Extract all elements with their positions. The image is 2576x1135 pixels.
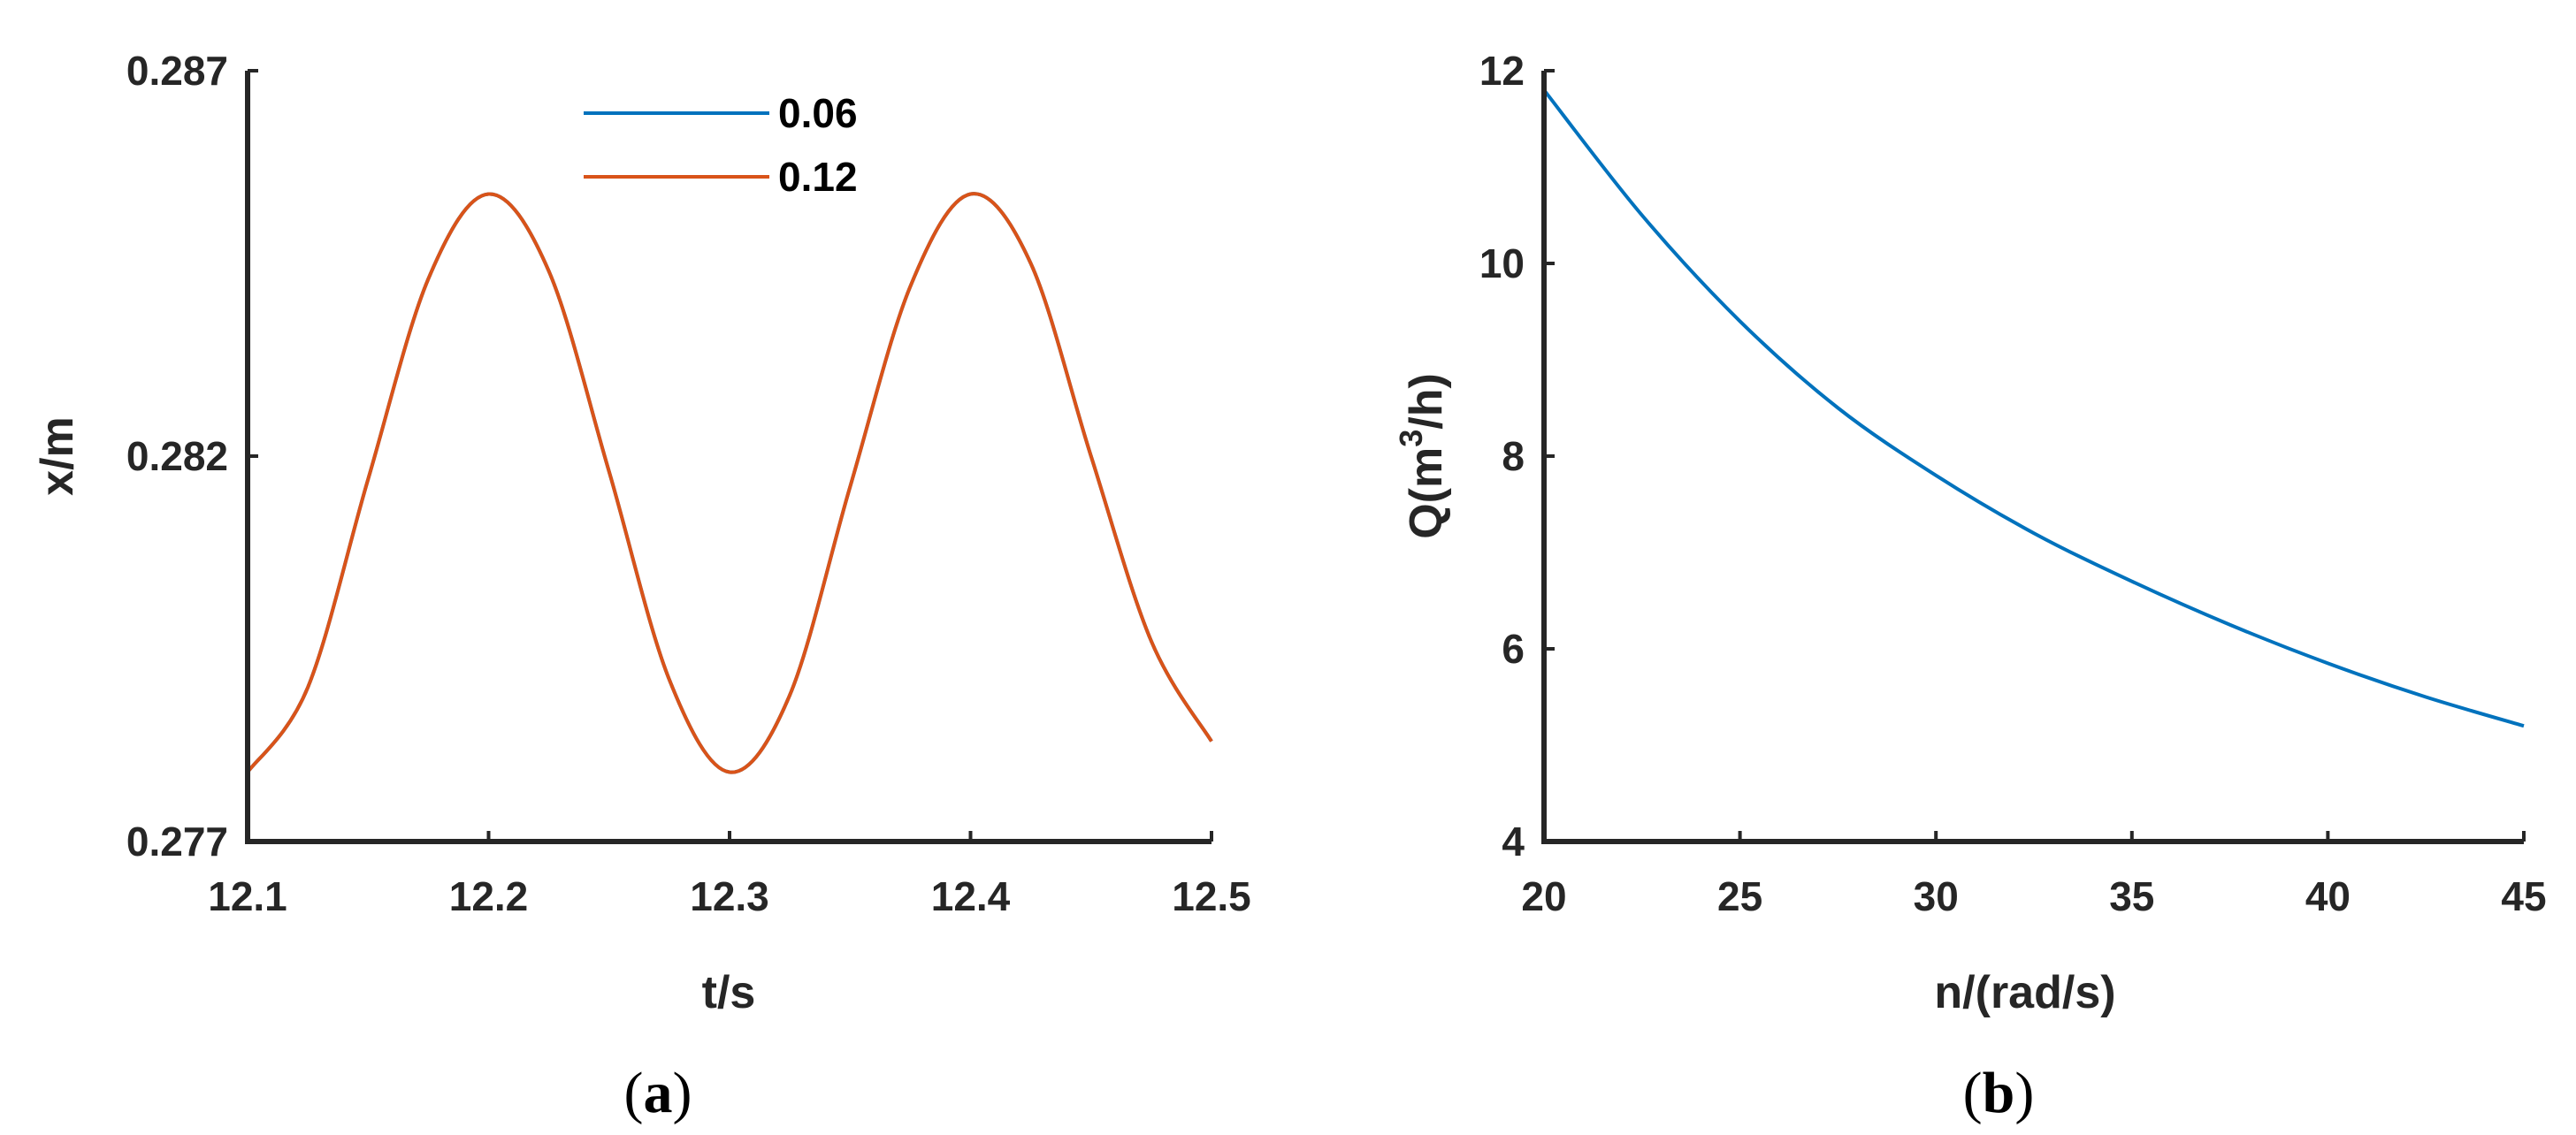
panel-a-x-tick-label: 12.4 [931,873,1011,919]
panel-b-x-tick-label: 20 [1521,873,1566,919]
panel-b-y-tick-label: 6 [1502,626,1525,672]
panel-b-x-tick-label: 35 [2109,873,2154,919]
panel-a-xlabel: t/s [702,967,756,1018]
panel-b-series [1542,88,2525,728]
legend-label-0.12: 0.12 [778,154,858,200]
panel-b-series-line-0 [1542,88,2525,728]
panel-a-series-line-1 [246,192,1213,774]
panel-a-caption: (a) [624,1061,692,1125]
panel-a-ylabel: x/m [32,416,83,496]
panel-a-series-line-0 [246,192,1213,774]
panel-b-x-tick-label: 25 [1717,873,1762,919]
panel-a-x-tick-label: 12.3 [690,873,769,919]
panel-b-ylabel-superscript: 3 [1393,430,1429,447]
panel-a-y-tick-label: 0.287 [126,48,228,94]
panel-a-caption-letter: a [644,1061,673,1125]
panel-a-legend: 0.06 0.12 [584,90,858,200]
panel-b-x-tick-label: 40 [2305,873,2351,919]
panel-b-y-tick-label: 4 [1502,819,1525,865]
panel-b-ylabel: Q(m3/h) [1393,373,1452,539]
panel-a: 12.1 12.2 12.3 12.4 12.5 0.277 0.282 0.287 0.06… [32,48,1251,1125]
panel-b-x-tick-label: 30 [1914,873,1959,919]
panel-b-y-tick-label: 12 [1479,48,1525,94]
panel-b-ylabel-part1: Q(m [1401,447,1452,539]
panel-a-x-tick-label: 12.5 [1172,873,1251,919]
panel-b: 20 25 30 35 40 45 4 6 8 10 12 n/(rad/s) Q(m3/h) (b… [1393,48,2547,1125]
panel-b-ticks: 20 25 30 35 40 45 4 6 8 10 12 [1479,48,2547,919]
panel-b-y-tick-label: 10 [1479,240,1525,286]
panel-a-y-tick-label: 0.277 [126,819,228,865]
panel-b-xlabel: n/(rad/s) [1934,967,2115,1018]
panel-b-x-tick-label: 45 [2501,873,2546,919]
panel-b-ylabel-part2: /h) [1401,373,1452,430]
panel-a-x-tick-label: 12.1 [208,873,287,919]
legend-label-0.06: 0.06 [778,90,858,136]
panel-a-x-tick-label: 12.2 [449,873,529,919]
panel-a-y-tick-label: 0.282 [126,433,228,479]
panel-a-series [246,192,1213,774]
panel-b-caption: (b) [1963,1061,2035,1125]
panel-b-caption-letter: b [1983,1061,2015,1125]
panel-a-ticks: 12.1 12.2 12.3 12.4 12.5 0.277 0.282 0.287 [126,48,1251,919]
panel-b-y-tick-label: 8 [1502,433,1525,479]
